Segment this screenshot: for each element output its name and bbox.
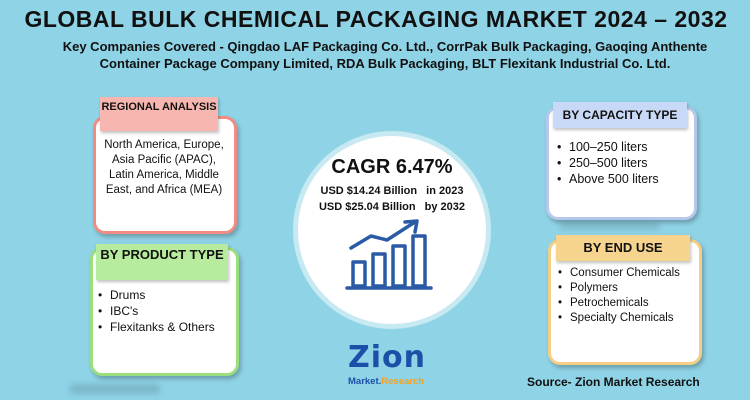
end-use-label: BY END USE <box>556 235 690 261</box>
list-item: Above 500 liters <box>555 171 690 187</box>
value-2023: USD $14.24 Billion <box>320 185 418 197</box>
capacity-type-list: 100–250 liters 250–500 liters Above 500 … <box>555 139 690 187</box>
capacity-type-label: BY CAPACITY TYPE <box>553 102 687 128</box>
decorative-shadow <box>70 384 160 394</box>
value-2032: USD $25.04 Billion <box>318 201 416 213</box>
logo-sub-2: Research <box>381 376 425 387</box>
list-item: Flexitanks & Others <box>96 319 231 335</box>
growth-chart-icon <box>345 219 433 290</box>
market-summary-circle <box>293 131 491 329</box>
regional-analysis-label: REGIONAL ANALYSIS <box>100 97 218 131</box>
list-item: Petrochemicals <box>556 296 696 311</box>
list-item: IBC's <box>96 303 231 319</box>
regional-analysis-text: North America, Europe, Asia Pacific (APA… <box>104 139 224 196</box>
cagr-value: CAGR 6.47% <box>331 156 453 178</box>
list-item: Drums <box>96 287 231 303</box>
market-value-2032: USD $25.04 Billion by 2032 <box>299 201 485 213</box>
logo-sub-1: Market. <box>348 376 382 387</box>
year-2032: by 2032 <box>424 201 466 213</box>
list-item: Consumer Chemicals <box>556 266 696 281</box>
zion-logo: Zion <box>348 340 427 375</box>
end-use-list: Consumer Chemicals Polymers Petrochemica… <box>556 266 696 326</box>
product-type-label: BY PRODUCT TYPE <box>96 244 228 280</box>
list-item: 250–500 liters <box>555 155 690 171</box>
page-title: GLOBAL BULK CHEMICAL PACKAGING MARKET 20… <box>24 6 728 32</box>
list-item: Specialty Chemicals <box>556 311 696 326</box>
list-item: 100–250 liters <box>555 139 690 155</box>
zion-logo-subtitle: Market.Research <box>348 376 424 387</box>
product-type-list: Drums IBC's Flexitanks & Others <box>96 287 231 335</box>
decorative-shadow <box>560 223 660 229</box>
source-text: Source- Zion Market Research <box>527 375 700 389</box>
year-2023: in 2023 <box>426 185 464 197</box>
key-companies-subtitle: Key Companies Covered - Qingdao LAF Pack… <box>62 39 708 71</box>
list-item: Polymers <box>556 281 696 296</box>
market-value-2023: USD $14.24 Billion in 2023 <box>299 185 485 197</box>
